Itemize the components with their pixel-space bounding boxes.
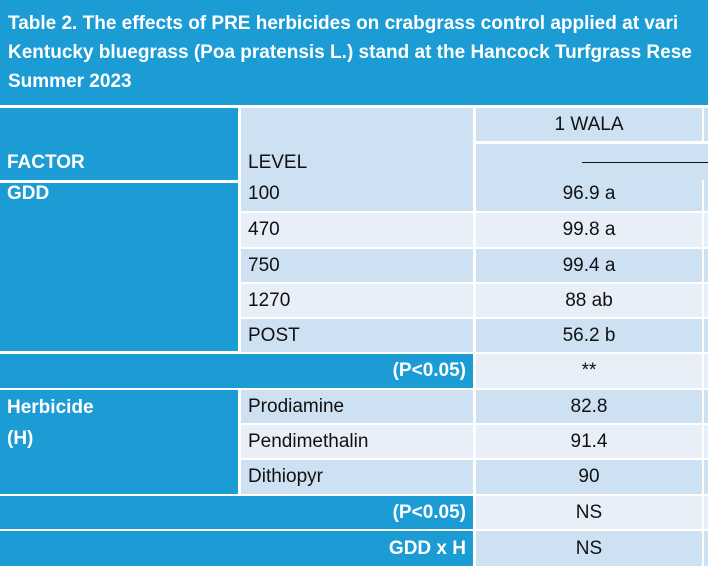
gdd-row-3-next [704,249,708,282]
herbicide-row-2-value: 91.4 [476,425,702,458]
herbicide-row-3-next [704,460,708,494]
gdd-row-3-value: 99.4 a [476,249,702,282]
timing-header-next [704,108,708,141]
gdd-row-1-next [704,177,708,211]
units-rule [582,162,708,163]
herbicide-factor: Herbicide (H) [0,390,238,494]
table-caption: Table 2. The effects of PRE herbicides o… [0,0,708,105]
herbicide-row-1-level: Prodiamine [241,390,473,423]
gdd-row-4-value: 88 ab [476,284,702,317]
herbicide-significance-label: (P<0.05) [0,496,473,529]
gdd-row-4-next [704,284,708,317]
gdd-significance-next [704,354,708,388]
factor-header: FACTOR [0,108,238,180]
herbicide-row-3-level: Dithiopyr [241,460,473,494]
herbicide-row-1-next [704,390,708,423]
level-header: LEVEL [241,108,473,180]
herbicide-row-2-next [704,425,708,458]
units-row [476,144,708,180]
interaction-label: GDD x H [0,531,473,566]
gdd-row-3-level: 750 [241,249,473,282]
gdd-row-5-value: 56.2 b [476,319,702,352]
gdd-row-2-level: 470 [241,213,473,247]
herbicide-significance-value: NS [476,496,702,529]
caption-line-3: Summer 2023 [8,71,132,92]
gdd-row-5-next [704,319,708,352]
gdd-factor: GDD [0,183,238,351]
gdd-row-4-level: 1270 [241,284,473,317]
herbicide-row-3-value: 90 [476,460,702,494]
gdd-row-5-level: POST [241,319,473,352]
caption-line-2: Kentucky bluegrass (Poa pratensis L.) st… [8,42,692,63]
timing-header: 1 WALA [476,108,702,141]
gdd-row-1-level: 100 [241,177,473,211]
gdd-significance-label: (P<0.05) [0,354,473,388]
gdd-row-2-next [704,213,708,247]
gdd-row-2-value: 99.8 a [476,213,702,247]
gdd-significance-value: ** [476,354,702,388]
herbicide-significance-next [704,496,708,529]
interaction-value: NS [476,531,702,566]
interaction-next [704,531,708,566]
gdd-row-1-value: 96.9 a [476,177,702,211]
herbicide-row-1-value: 82.8 [476,390,702,423]
herbicide-row-2-level: Pendimethalin [241,425,473,458]
caption-line-1: Table 2. The effects of PRE herbicides o… [8,13,679,34]
